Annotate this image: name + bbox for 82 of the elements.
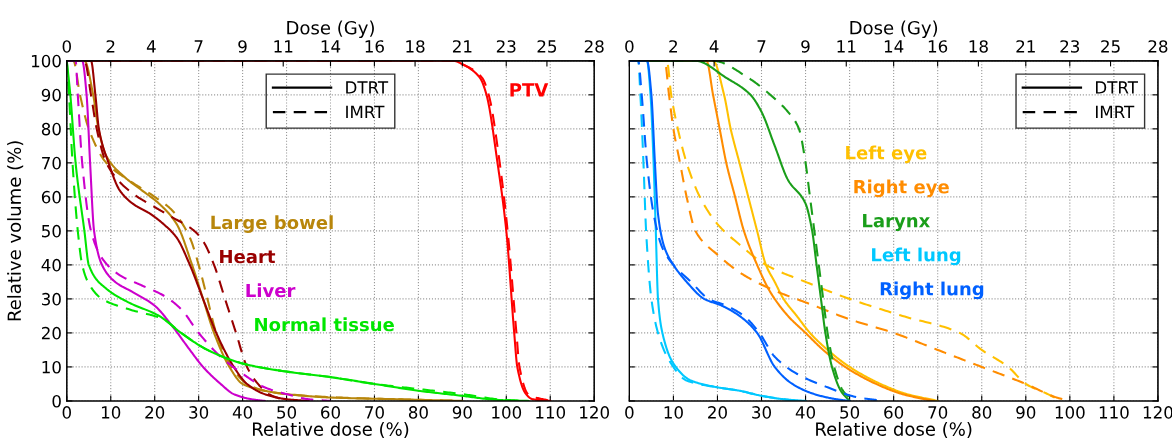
x-tick-label: 70 <box>365 406 384 419</box>
x2-tick-label: 7 <box>757 40 766 53</box>
y-tick-label: 10 <box>42 360 61 374</box>
x2-tick-label: 7 <box>194 40 203 53</box>
x-tick-label: 10 <box>101 406 121 419</box>
text: Left lung <box>872 247 961 266</box>
x-tick-label: 30 <box>189 406 209 419</box>
x-tick-label: 110 <box>1099 406 1129 419</box>
x2-tick-label: 14 <box>321 40 341 53</box>
x2-tick-label: 21 <box>452 40 472 53</box>
x-tick-label: 80 <box>972 406 992 419</box>
x-tick-label: 0 <box>625 406 634 419</box>
x-tick-label: 30 <box>752 406 771 419</box>
x2-tick-label: 14 <box>884 40 904 53</box>
x2-tick-label: 4 <box>709 40 719 53</box>
y-axis-title: Relative volume (%) <box>7 141 24 321</box>
series-label: Normal tissue <box>255 317 394 332</box>
y-tick-label: 50 <box>42 224 61 238</box>
x2-tick-label: 0 <box>625 40 634 53</box>
x-tick-label: 110 <box>536 406 566 419</box>
x2-axis-title: Dose (Gy) <box>850 20 938 39</box>
x-tick-label: 70 <box>928 406 948 419</box>
x-tick-label: 60 <box>321 406 340 419</box>
x2-tick-label: 11 <box>274 40 293 53</box>
series-label: Large bowel <box>211 215 333 233</box>
x2-tick-label: 25 <box>1101 40 1120 53</box>
x-axis-title: Relative dose (%) <box>252 421 409 439</box>
y-tick-label: 40 <box>41 258 61 272</box>
x2-tick-label: 16 <box>365 40 384 53</box>
annotation: IMRT <box>1096 105 1135 118</box>
x-tick-label: 120 <box>1143 406 1172 419</box>
x2-tick-label: 28 <box>1148 40 1168 53</box>
x2-tick-label: 23 <box>1060 40 1080 53</box>
x2-tick-label: 2 <box>106 40 115 53</box>
annotation: DTRT <box>1096 81 1138 94</box>
y-tick-label: 30 <box>42 292 61 306</box>
x2-axis-title: Dose (Gy) <box>287 20 374 39</box>
x-tick-label: 90 <box>1016 406 1036 419</box>
x2-tick-label: 23 <box>496 40 516 53</box>
x-tick-label: 80 <box>408 406 428 419</box>
x-tick-label: 100 <box>492 406 522 419</box>
x-tick-label: 40 <box>232 406 253 419</box>
x-tick-label: 120 <box>580 406 609 419</box>
x2-tick-label: 9 <box>238 40 247 53</box>
x-tick-label: 40 <box>795 406 816 419</box>
x-tick-label: 20 <box>708 406 727 419</box>
x2-tick-label: 9 <box>801 40 810 53</box>
x-tick-label: 60 <box>884 406 904 419</box>
annotation: DTRT <box>346 81 389 94</box>
text: Liver <box>246 283 296 298</box>
y-tick-label: 70 <box>42 156 61 170</box>
y-tick-label: 90 <box>41 88 61 102</box>
text: Left eye <box>846 145 927 164</box>
y-tick-label: 0 <box>52 394 61 408</box>
text: Right eye <box>854 179 949 198</box>
x-axis-title: Relative dose (%) <box>816 421 972 439</box>
text: Right lung <box>880 281 984 300</box>
x2-tick-label: 28 <box>584 40 604 53</box>
x-tick-label: 90 <box>452 406 472 419</box>
y-tick-label: 100 <box>31 54 61 68</box>
x2-tick-label: 21 <box>1016 40 1035 53</box>
series-label: Heart <box>220 249 276 264</box>
x2-tick-label: 18 <box>969 40 988 53</box>
x-tick-label: 20 <box>145 406 165 419</box>
x-tick-label: 50 <box>277 406 297 419</box>
x-tick-label: 100 <box>1055 406 1085 419</box>
x2-tick-label: 0 <box>62 40 71 53</box>
x2-tick-label: 4 <box>146 40 156 53</box>
x-tick-label: 50 <box>840 406 860 419</box>
series-label: PTV <box>510 83 549 97</box>
annotation: IMRT <box>346 105 385 118</box>
x2-tick-label: 18 <box>406 40 425 53</box>
text: Larynx <box>863 214 930 232</box>
x2-tick-label: 2 <box>669 40 677 53</box>
x2-tick-label: 11 <box>837 40 856 53</box>
x-tick-label: 0 <box>62 406 71 419</box>
y-tick-label: 60 <box>41 190 61 204</box>
x-tick-label: 10 <box>664 406 683 419</box>
y-tick-label: 80 <box>41 122 61 136</box>
x2-tick-label: 16 <box>928 40 948 53</box>
y-tick-label: 20 <box>41 326 61 340</box>
x2-tick-label: 25 <box>537 40 557 53</box>
